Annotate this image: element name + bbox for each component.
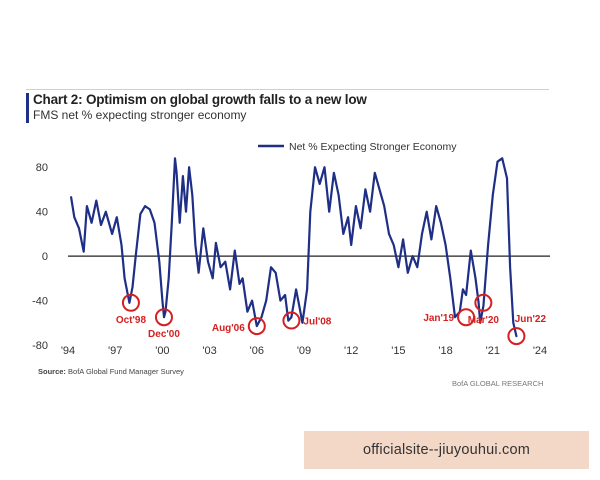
- annotation-circle: [154, 308, 173, 327]
- annotation-label: Mar'20: [468, 315, 500, 326]
- x-tick-label: '24: [533, 345, 547, 357]
- watermark-banner: officialsite--jiuyouhui.com: [304, 431, 589, 469]
- source-note: Source: BofA Global Fund Manager Survey: [38, 367, 184, 376]
- y-tick-label: 80: [36, 162, 48, 174]
- chart-subtitle: FMS net % expecting stronger economy: [33, 108, 247, 122]
- y-tick-label: -80: [32, 340, 48, 352]
- x-tick-label: '00: [155, 345, 169, 357]
- annotation-circle: [507, 327, 526, 346]
- x-tick-label: '18: [438, 345, 452, 357]
- source-label: Source:: [38, 367, 66, 376]
- source-text: BofA Global Fund Manager Survey: [68, 367, 184, 376]
- annotation-label: Jul'08: [303, 317, 331, 328]
- annotation-label: Jan'19: [423, 313, 454, 324]
- watermark-text: officialsite--jiuyouhui.com: [362, 442, 531, 458]
- x-tick-label: '12: [344, 345, 358, 357]
- annotation-label: Jun'22: [515, 314, 547, 325]
- annotation-circle: [282, 311, 301, 330]
- chart-title: Chart 2: Optimism on global growth falls…: [33, 92, 367, 107]
- x-tick-label: '06: [250, 345, 264, 357]
- annotation-circle: [457, 308, 476, 327]
- annotation-circle: [474, 293, 493, 312]
- x-tick-label: '09: [297, 345, 311, 357]
- x-tick-label: '97: [108, 345, 122, 357]
- x-tick-label: '94: [61, 345, 75, 357]
- title-accent-bar: [26, 93, 29, 123]
- annotation-label: Oct'98: [116, 315, 147, 326]
- annotation-label: Dec'00: [148, 329, 180, 340]
- y-tick-label: -40: [32, 296, 48, 308]
- brand-label: BofA GLOBAL RESEARCH: [452, 379, 544, 388]
- x-tick-label: '21: [486, 345, 500, 357]
- legend-label: Net % Expecting Stronger Economy: [289, 141, 457, 153]
- series-line: [69, 157, 518, 338]
- top-rule: [26, 89, 549, 90]
- x-tick-label: '15: [391, 345, 405, 357]
- x-tick-label: '03: [202, 345, 216, 357]
- annotation-circle: [121, 293, 140, 312]
- annotation-circle: [247, 317, 266, 336]
- y-tick-label: 0: [42, 251, 48, 263]
- annotation-label: Aug'06: [212, 323, 245, 334]
- y-tick-label: 40: [36, 207, 48, 219]
